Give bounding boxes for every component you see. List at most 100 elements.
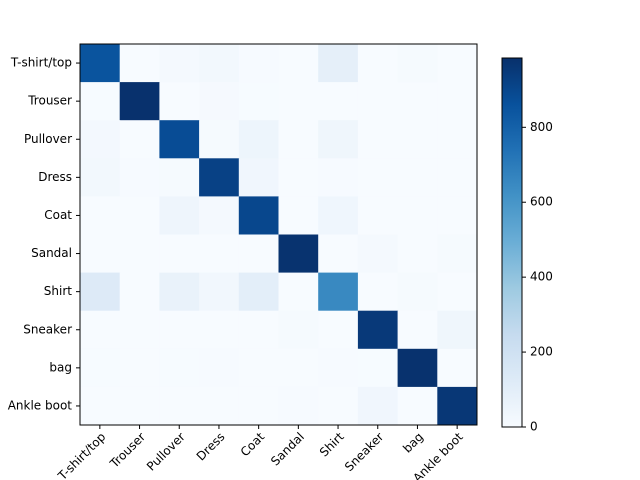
- cell: [119, 44, 160, 83]
- cell: [318, 82, 359, 121]
- cell: [278, 348, 319, 388]
- y-tick-label: Pullover: [24, 132, 72, 146]
- cell: [159, 348, 200, 388]
- cell: [159, 196, 200, 235]
- colorbar-tick-label: 600: [530, 195, 553, 209]
- cell: [199, 310, 240, 350]
- cell: [238, 196, 279, 235]
- y-tick-label: Shirt: [44, 284, 72, 298]
- cell: [437, 82, 478, 121]
- cell: [397, 196, 438, 235]
- cell: [80, 310, 121, 350]
- cell: [159, 310, 200, 350]
- y-tick-label: Trouser: [27, 94, 72, 108]
- cell: [80, 120, 121, 159]
- cell: [119, 196, 160, 235]
- cell: [80, 44, 121, 83]
- cell: [119, 272, 160, 312]
- x-tick-label: Shirt: [317, 429, 347, 459]
- cell: [238, 234, 279, 274]
- cell: [397, 386, 438, 426]
- cell: [397, 44, 438, 83]
- cell: [278, 120, 319, 159]
- cell: [437, 120, 478, 159]
- y-tick-label: Ankle boot: [8, 398, 73, 412]
- y-tick-label: bag: [49, 360, 72, 374]
- x-tick-label: Trouser: [107, 430, 149, 472]
- cell: [437, 272, 478, 312]
- cell: [318, 158, 359, 197]
- cell: [199, 44, 240, 83]
- y-tick-label: Dress: [38, 170, 72, 184]
- cell: [119, 310, 160, 350]
- cell: [159, 82, 200, 121]
- cell: [397, 272, 438, 312]
- cell: [238, 310, 279, 350]
- colorbar-tick-label: 800: [530, 120, 553, 134]
- cell: [80, 386, 121, 426]
- cell: [357, 348, 399, 388]
- cell: [199, 272, 240, 312]
- cell: [80, 234, 121, 274]
- cell: [119, 348, 160, 388]
- cell: [199, 82, 240, 121]
- x-tick-label: Sneaker: [342, 430, 386, 474]
- cell: [238, 44, 279, 83]
- x-tick-label: Coat: [238, 429, 268, 459]
- cell: [80, 272, 121, 312]
- cell: [80, 196, 121, 235]
- cell: [278, 82, 319, 121]
- cell: [357, 120, 399, 159]
- cell: [437, 44, 478, 83]
- cell: [238, 82, 279, 121]
- cell: [357, 158, 399, 197]
- cell: [397, 82, 438, 121]
- cell: [238, 348, 279, 388]
- cell: [318, 120, 359, 159]
- cell: [278, 386, 319, 426]
- cell: [119, 120, 160, 159]
- cell: [199, 234, 240, 274]
- cell: [318, 348, 359, 388]
- cell: [159, 120, 200, 159]
- cell: [318, 272, 359, 312]
- y-tick-label: Sandal: [31, 246, 72, 260]
- cell: [199, 386, 240, 426]
- cell: [437, 348, 478, 388]
- cell: [357, 386, 399, 426]
- cell: [278, 310, 319, 350]
- cell: [80, 348, 121, 388]
- cell: [318, 234, 359, 274]
- cell: [357, 234, 399, 274]
- cell: [278, 158, 319, 197]
- colorbar-tick-label: 400: [530, 270, 553, 284]
- cell: [357, 272, 399, 312]
- cell: [397, 348, 438, 388]
- y-tick-label: Coat: [44, 208, 72, 222]
- cell: [357, 196, 399, 235]
- cell: [119, 386, 160, 426]
- cell: [278, 272, 319, 312]
- cell: [159, 234, 200, 274]
- cell: [437, 234, 478, 274]
- cell: [159, 272, 200, 312]
- cell: [238, 272, 279, 312]
- x-tick-label: Dress: [194, 430, 228, 464]
- cell: [318, 310, 359, 350]
- cell: [159, 386, 200, 426]
- cell: [318, 386, 359, 426]
- cell: [119, 82, 160, 121]
- cell: [119, 234, 160, 274]
- cell: [80, 82, 121, 121]
- cell: [199, 158, 240, 197]
- cell: [397, 158, 438, 197]
- x-tick-label: bag: [400, 430, 426, 456]
- cell: [238, 120, 279, 159]
- x-tick-label: Pullover: [144, 430, 188, 474]
- cell: [437, 310, 478, 350]
- cell: [80, 158, 121, 197]
- cell: [437, 158, 478, 197]
- cell: [238, 158, 279, 197]
- cell: [357, 82, 399, 121]
- colorbar-tick-label: 200: [530, 345, 553, 359]
